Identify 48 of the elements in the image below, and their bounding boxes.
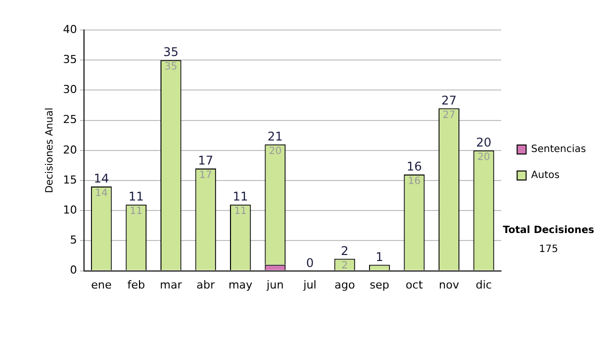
y-tick-label: 15	[62, 173, 77, 186]
x-tick-label: jul	[302, 278, 316, 292]
total-label: 0	[306, 256, 314, 270]
x-tick-label: dic	[476, 278, 492, 292]
data-label: 2	[342, 260, 348, 272]
total-label: 17	[198, 154, 214, 168]
x-tick-label: sep	[370, 278, 390, 292]
data-label: 20	[477, 152, 490, 163]
data-label: 20	[268, 146, 282, 157]
data-label: 16	[408, 176, 421, 188]
y-tick-label: 0	[70, 264, 77, 277]
y-tick-label: 5	[70, 234, 77, 247]
data-label: 35	[164, 62, 178, 73]
x-tick-label: may	[228, 278, 253, 292]
y-tick-label: 20	[62, 143, 77, 156]
y-tick-label: 40	[62, 22, 77, 36]
y-tick-label: 30	[62, 83, 77, 96]
total-label: 2	[340, 244, 349, 258]
y-tick-label: 25	[62, 113, 77, 126]
total-label: 27	[441, 93, 457, 108]
x-tick-label: ago	[334, 278, 356, 292]
data-label: 27	[442, 110, 456, 121]
legend-label: Autos	[531, 170, 560, 182]
x-tick-label: abr	[196, 278, 216, 292]
data-label: 11	[130, 206, 143, 218]
x-tick-label: jun	[266, 278, 284, 292]
text: 175	[539, 244, 558, 256]
x-tick-label: ene	[91, 278, 112, 292]
text: Total Decisiones	[502, 225, 594, 236]
total-label: 11	[128, 190, 144, 204]
x-tick-label: mar	[160, 278, 182, 292]
total-label: 21	[268, 130, 283, 144]
total-label: 11	[232, 190, 248, 204]
x-tick-label: nov	[438, 278, 460, 292]
total-label: 16	[406, 160, 422, 174]
total-label: 1	[376, 250, 384, 264]
total-label: 20	[476, 136, 492, 150]
x-tick-label: oct	[406, 278, 424, 292]
data-label: 11	[234, 206, 247, 218]
data-label: 14	[95, 188, 108, 200]
y-tick-label: 35	[62, 52, 77, 66]
legend-label: Sentencias	[531, 144, 586, 156]
data-label: 17	[199, 170, 212, 182]
y-tick-label: 10	[62, 203, 77, 216]
total-label: 35	[163, 45, 179, 60]
y-axis-title: Decisiones Anual	[44, 108, 56, 194]
total-label: 14	[94, 172, 110, 186]
x-tick-label: feb	[127, 278, 145, 292]
